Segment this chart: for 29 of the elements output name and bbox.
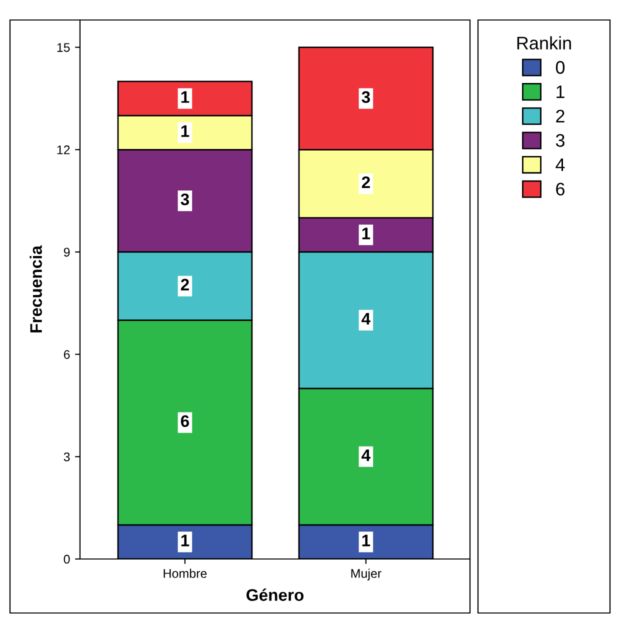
y-tick-label: 3: [64, 452, 70, 462]
y-tick-label: 15: [57, 43, 70, 52]
data-label: 4: [362, 313, 370, 325]
y-tick-label: 9: [64, 248, 70, 257]
y-tick-label: 12: [57, 145, 70, 154]
y-tick-label: 6: [64, 350, 70, 359]
legend-label: 0: [556, 61, 565, 74]
y-axis-title: Frecuencia: [30, 245, 42, 332]
legend-label: 3: [556, 134, 564, 147]
data-label: 1: [362, 534, 370, 546]
data-label: 1: [181, 91, 190, 103]
x-tick-label: Hombre: [164, 568, 207, 578]
data-label: 1: [362, 228, 370, 240]
data-label: 6: [180, 415, 189, 428]
x-axis-title: Género: [246, 588, 304, 601]
data-label: 4: [362, 450, 370, 461]
data-label: 3: [180, 193, 189, 206]
x-tick-label: Mujer: [351, 568, 382, 580]
legend-label: 4: [556, 158, 565, 171]
y-tick-label: 0: [64, 554, 70, 564]
legend-title: Rankin: [517, 36, 571, 50]
legend-label: 6: [556, 182, 564, 196]
data-label: 1: [181, 125, 190, 137]
data-label: 2: [180, 278, 189, 290]
data-label: 3: [362, 91, 370, 103]
data-label: 2: [362, 176, 370, 188]
data-label: 1: [181, 534, 190, 546]
legend-label: 1: [556, 86, 564, 98]
legend-label: 2: [556, 110, 564, 122]
